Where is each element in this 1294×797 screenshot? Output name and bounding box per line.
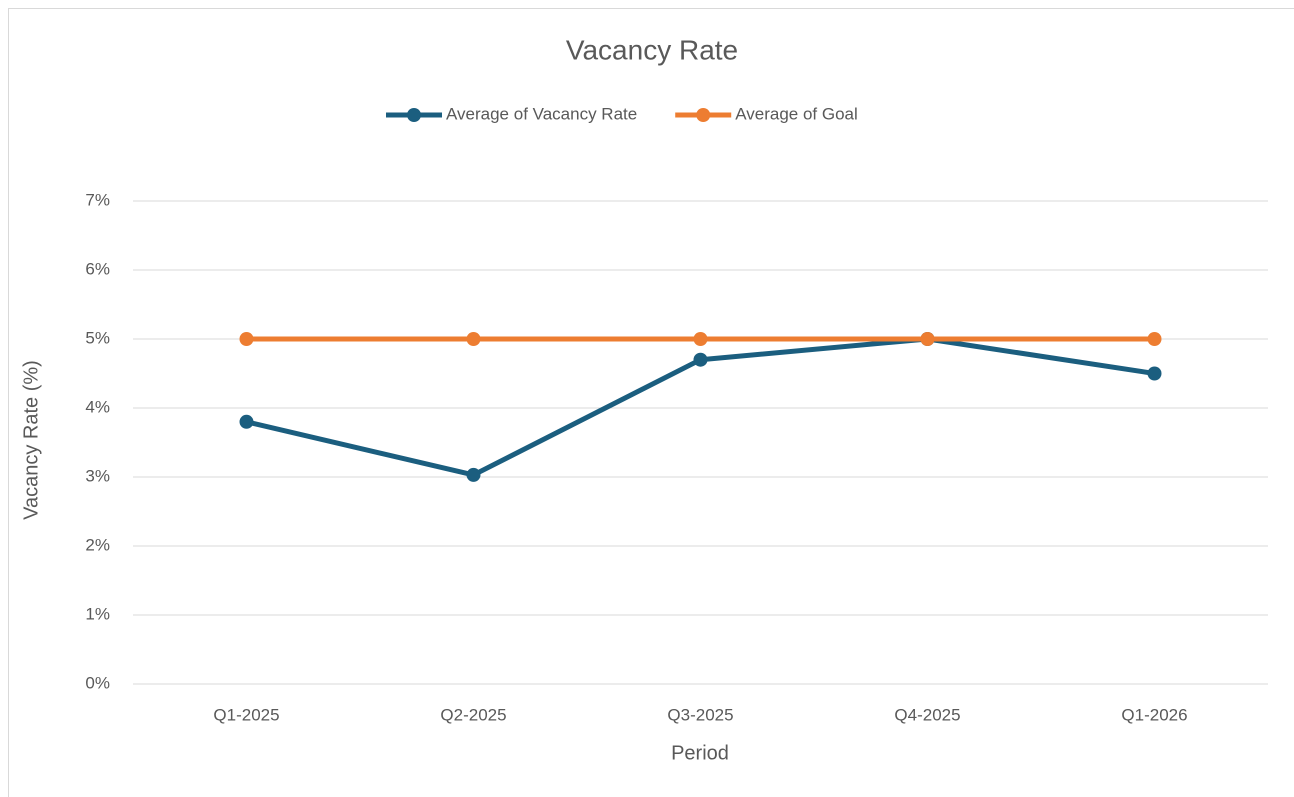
y-tick-label: 5% xyxy=(85,328,110,347)
legend-marker xyxy=(696,108,711,122)
point xyxy=(466,332,481,346)
x-tick-label: Q2-2025 xyxy=(440,705,506,724)
y-tick-label: 7% xyxy=(85,190,110,209)
y-tick-label: 2% xyxy=(85,535,110,554)
legend-label: Average of Vacancy Rate xyxy=(446,104,637,123)
y-tick-label: 6% xyxy=(85,259,110,278)
y-axis-label: Vacancy Rate (%) xyxy=(20,360,42,520)
point xyxy=(466,467,481,482)
y-tick-label: 3% xyxy=(85,466,110,485)
point xyxy=(693,352,708,367)
point xyxy=(239,332,254,346)
point xyxy=(1147,332,1162,346)
chart-border xyxy=(8,8,1294,797)
y-tick-label: 1% xyxy=(85,604,110,623)
chart-title: Vacancy Rate xyxy=(566,34,738,65)
x-tick-label: Q1-2026 xyxy=(1121,705,1187,724)
x-axis-label: Period xyxy=(671,742,729,764)
point xyxy=(693,332,708,346)
x-tick-label: Q1-2025 xyxy=(213,705,279,724)
y-tick-label: 4% xyxy=(85,397,110,416)
point xyxy=(239,414,254,429)
legend-marker xyxy=(407,108,421,122)
x-tick-label: Q4-2025 xyxy=(894,705,960,724)
legend-label: Average of Goal xyxy=(735,104,858,123)
point xyxy=(1147,366,1162,381)
point xyxy=(920,332,935,346)
x-tick-label: Q3-2025 xyxy=(667,705,733,724)
y-tick-label: 0% xyxy=(85,673,110,692)
